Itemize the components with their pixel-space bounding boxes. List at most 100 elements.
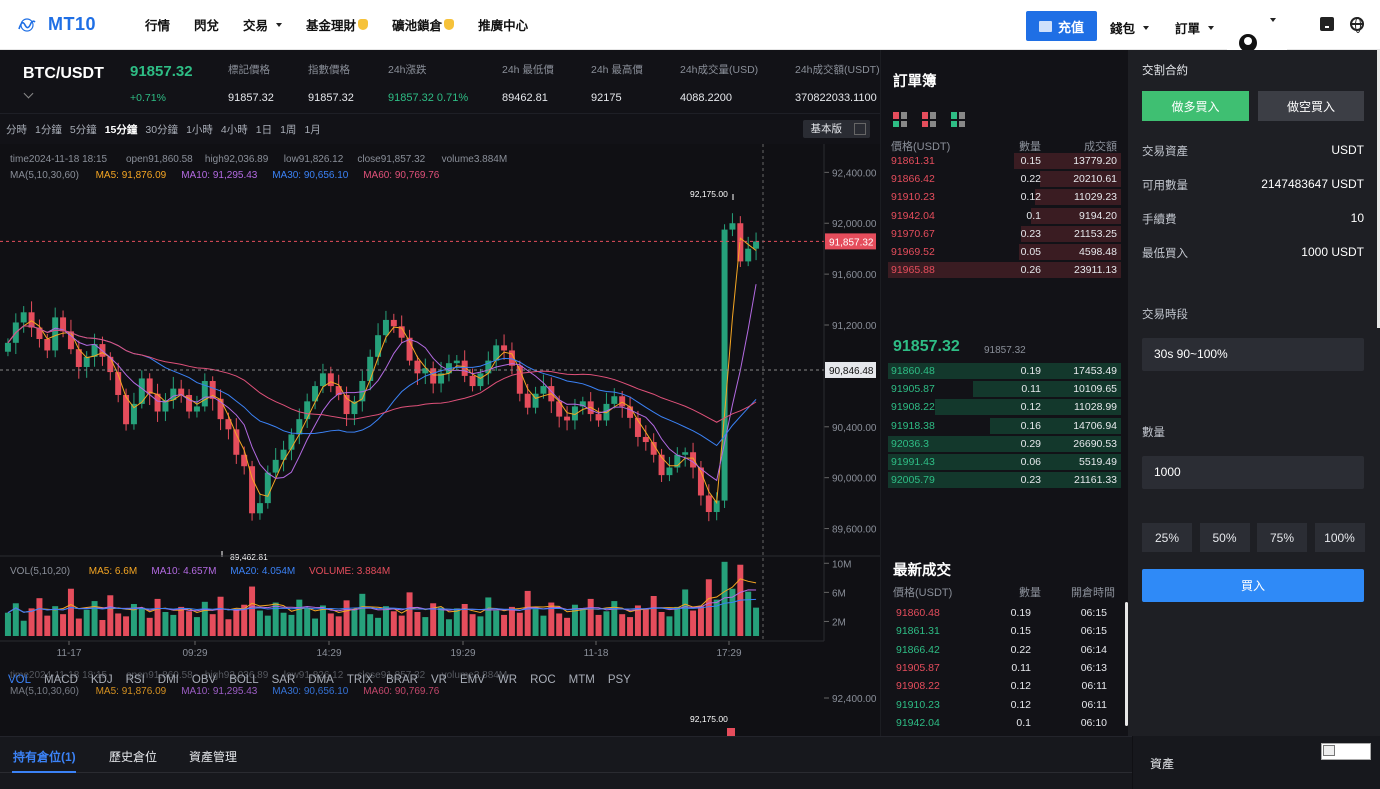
indicator-tab[interactable]: ROC: [530, 674, 556, 686]
bid-row[interactable]: 92005.79 0.23 21161.33: [881, 471, 1129, 489]
percent-button[interactable]: 100%: [1314, 523, 1365, 552]
indicator-tab[interactable]: BOLL: [229, 674, 259, 686]
ask-row[interactable]: 91942.04 0.1 9194.20: [881, 207, 1129, 225]
indicator-tab[interactable]: RSI: [125, 674, 145, 686]
buy-button[interactable]: 買入: [1142, 569, 1364, 602]
percent-button[interactable]: 75%: [1257, 523, 1307, 552]
interval-option[interactable]: 30分鐘: [145, 123, 179, 136]
interval-option[interactable]: 1小時: [186, 123, 213, 136]
position-tab[interactable]: 歷史倉位: [109, 750, 158, 764]
brand-logo[interactable]: MT10: [18, 14, 138, 35]
indicator-tab[interactable]: TRIX: [346, 674, 374, 686]
fullscreen-icon[interactable]: [854, 123, 866, 135]
nav-item[interactable]: 推廣中心: [478, 15, 528, 34]
volume-bar: [67, 588, 74, 636]
candle-body: [335, 386, 342, 395]
interval-option[interactable]: 15分鐘: [104, 123, 138, 136]
indicator-tab[interactable]: VOL: [8, 674, 32, 686]
interval-option[interactable]: 1日: [255, 123, 273, 136]
orders-menu[interactable]: 訂單: [1175, 18, 1215, 37]
candle-body: [642, 436, 649, 443]
trades-scrollbar[interactable]: [1125, 602, 1128, 726]
volume-bar: [705, 579, 712, 636]
volume-bar: [422, 617, 429, 636]
candle-body: [556, 401, 563, 417]
download-icon[interactable]: [1320, 17, 1334, 31]
amount-input[interactable]: 1000: [1142, 456, 1364, 489]
bid-row[interactable]: 91991.43 0.06 5519.49: [881, 453, 1129, 471]
bid-row[interactable]: 91908.22 0.12 11028.99: [881, 398, 1129, 416]
book-mode-asks-icon[interactable]: [922, 112, 936, 127]
indicator-tab[interactable]: SAR: [271, 674, 296, 686]
nav-item-label: 閃兌: [194, 19, 220, 33]
interval-option[interactable]: 1月: [304, 123, 321, 136]
indicator-tab[interactable]: OBV: [191, 674, 217, 686]
indicator-tab[interactable]: PSY: [607, 674, 631, 686]
user-menu[interactable]: [1227, 24, 1287, 52]
interval-option[interactable]: 分時: [6, 123, 27, 136]
col-qty: 數量: [1019, 141, 1041, 153]
qty: 0.1: [1026, 209, 1041, 222]
interval-option[interactable]: 1分鐘: [35, 123, 62, 136]
volume-bar: [99, 620, 106, 636]
ask-row[interactable]: 91965.88 0.26 23911.13: [881, 261, 1129, 279]
bid-row[interactable]: 91918.38 0.16 14706.94: [881, 417, 1129, 435]
nav-item[interactable]: 基金理財: [306, 15, 369, 34]
percent-button[interactable]: 50%: [1199, 523, 1250, 552]
period-select[interactable]: 30s 90~100%: [1142, 338, 1364, 371]
indicator-tab[interactable]: BRAR: [386, 674, 418, 686]
volume-bar: [627, 617, 634, 636]
col-time: 開倉時間: [1071, 587, 1115, 599]
ask-row[interactable]: 91861.31 0.15 13779.20: [881, 152, 1129, 170]
user-menu-caret[interactable]: [1262, 18, 1276, 22]
nav-item[interactable]: 行情: [145, 15, 170, 34]
candle-body: [351, 401, 358, 415]
nav-item-label: 基金理財: [306, 19, 357, 33]
ask-row[interactable]: 91969.52 0.05 4598.48: [881, 243, 1129, 261]
bid-row[interactable]: 91905.87 0.11 10109.65: [881, 380, 1129, 398]
indicator-tab[interactable]: DMI: [157, 674, 179, 686]
indicator-tab[interactable]: EMV: [459, 674, 485, 686]
interval-option[interactable]: 1周: [280, 123, 297, 136]
nav-item[interactable]: 閃兌: [194, 15, 219, 34]
trade-row: 91866.42 0.22 06:14: [881, 641, 1129, 659]
ask-row[interactable]: 91866.42 0.22 20210.61: [881, 170, 1129, 188]
total: 9194.20: [1079, 209, 1117, 222]
candle-body: [52, 317, 59, 351]
short-buy-button[interactable]: 做空買入: [1258, 91, 1364, 121]
nav-item[interactable]: 交易: [243, 15, 283, 34]
kline-chart[interactable]: 92,400.00 92,000.00 91,600.00 91,200.00 90,4…: [0, 144, 880, 736]
long-buy-button[interactable]: 做多買入: [1142, 91, 1249, 121]
book-mode-both-icon[interactable]: [893, 112, 907, 127]
indicator-tab[interactable]: MTM: [568, 674, 595, 686]
indicator-tab[interactable]: MACD: [44, 674, 78, 686]
indicator-tab[interactable]: WR: [497, 674, 518, 686]
interval-option[interactable]: 5分鐘: [69, 123, 97, 136]
candle-body: [398, 326, 405, 338]
globe-icon[interactable]: [1350, 17, 1364, 33]
position-tab[interactable]: 持有倉位(1): [13, 750, 76, 764]
chart-canvas[interactable]: 92,400.00 92,000.00 91,600.00 91,200.00 90,4…: [0, 144, 880, 736]
book-mode-bids-icon[interactable]: [951, 112, 965, 127]
position-tab[interactable]: 資產管理: [189, 750, 238, 764]
ask-row[interactable]: 91910.23 0.12 11029.23: [881, 188, 1129, 206]
candle-body: [721, 229, 728, 501]
wallet-menu[interactable]: 錢包: [1110, 18, 1150, 37]
deposit-button[interactable]: 充值: [1026, 11, 1097, 41]
ask-row[interactable]: 91970.67 0.23 21153.25: [881, 225, 1129, 243]
bid-row[interactable]: 91860.48 0.19 17453.49: [881, 362, 1129, 380]
indicator-tab[interactable]: VR: [430, 674, 447, 686]
indicator-tab[interactable]: DMA: [308, 674, 334, 686]
volume-bar: [44, 615, 51, 636]
interval-option[interactable]: 4小時: [220, 123, 248, 136]
indicator-tab[interactable]: KDJ: [90, 674, 113, 686]
basic-view-button[interactable]: 基本版: [802, 120, 870, 138]
candle-body: [115, 372, 122, 395]
trade-panel-scrollbar[interactable]: [1377, 50, 1380, 328]
candle-body: [264, 472, 271, 504]
bid-row[interactable]: 92036.3 0.29 26690.53: [881, 435, 1129, 453]
stat-label: 24h 最低價: [502, 64, 554, 76]
nav-item[interactable]: 礦池鎖倉: [392, 15, 455, 34]
pair-dropdown-icon[interactable]: [23, 88, 34, 99]
percent-button[interactable]: 25%: [1142, 523, 1192, 552]
